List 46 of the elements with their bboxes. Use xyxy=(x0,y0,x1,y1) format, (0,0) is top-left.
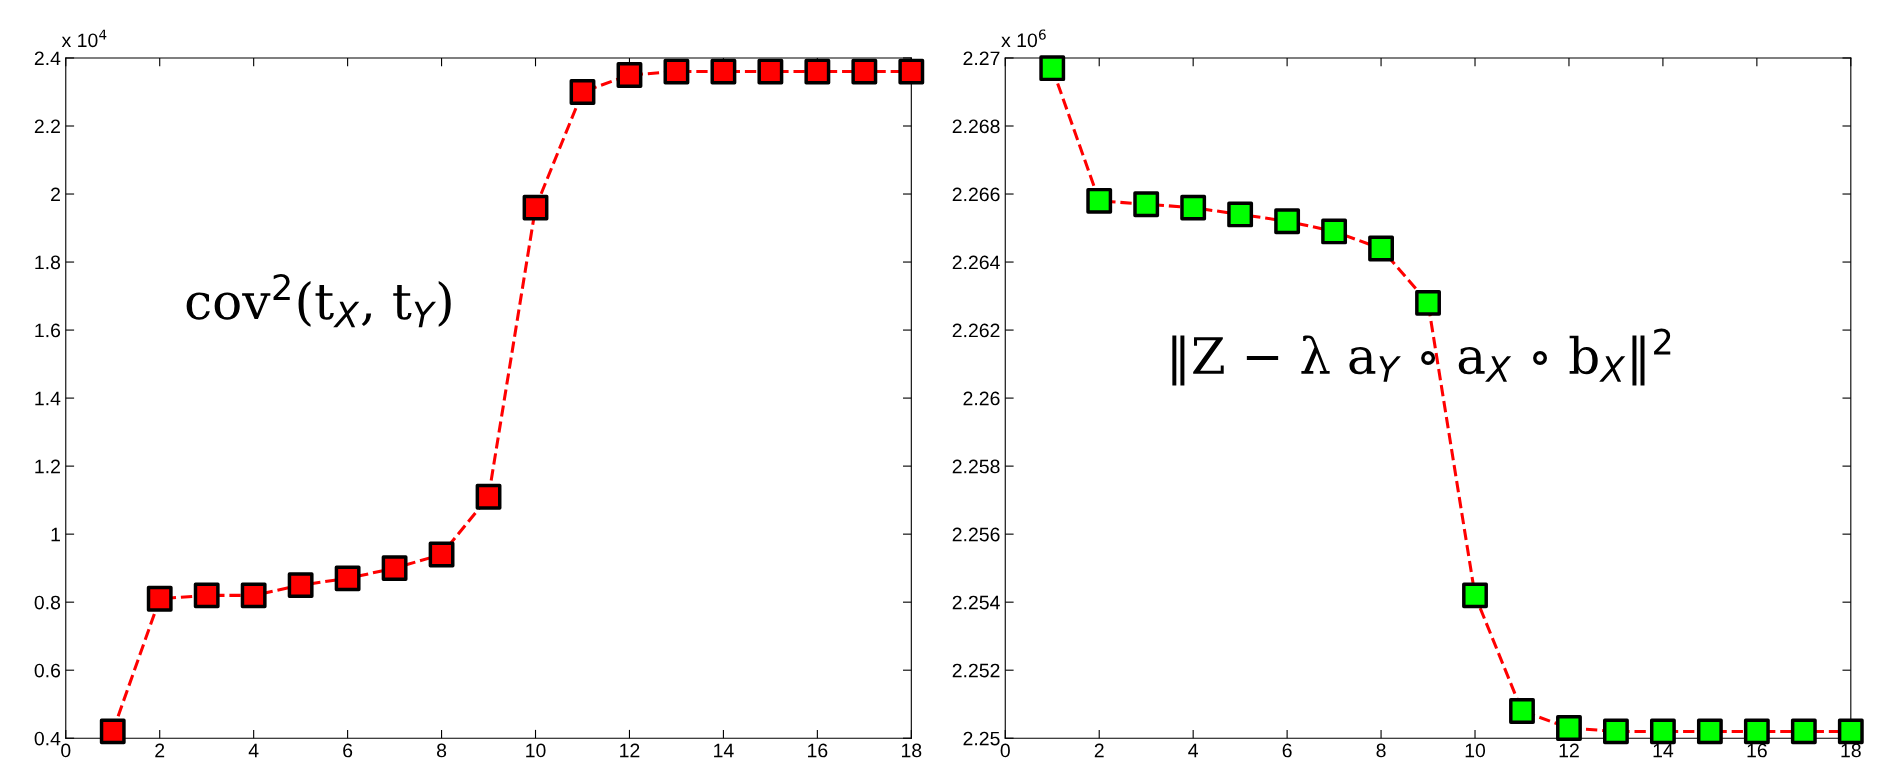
text: x 10$^{6}$ xyxy=(1001,29,1046,48)
x-tick-label: 2 xyxy=(1094,743,1104,758)
x-tick-label: 6 xyxy=(343,743,353,758)
x-tick-label: 4 xyxy=(248,743,259,758)
y-tick-label: 2.264 xyxy=(952,255,1000,270)
y-tick-label: 2.25 xyxy=(963,731,1000,746)
y-tick-label: 2.256 xyxy=(952,527,1000,542)
y-tick-label: 2.262 xyxy=(952,323,1000,338)
y-tick-label: 1 xyxy=(51,527,60,542)
y-tick-label: 2.258 xyxy=(952,459,1000,474)
x-tick-label: 14 xyxy=(714,743,734,758)
x-tick-label: 18 xyxy=(901,743,922,758)
x-tick-label: 14 xyxy=(1653,743,1674,758)
text: x 10$^{4}$ xyxy=(61,29,107,48)
y-tick-label: 2.27 xyxy=(963,51,1000,66)
y-tick-label: 1.2 xyxy=(35,459,60,474)
x-tick-label: 18 xyxy=(1841,743,1861,758)
x-tick-label: 16 xyxy=(808,743,828,758)
y-tick-label: 2.268 xyxy=(952,119,1000,134)
x-tick-label: 0 xyxy=(61,743,71,758)
x-tick-label: 0 xyxy=(1000,743,1010,758)
y-tick-label: 2.254 xyxy=(952,595,1000,610)
x-tick-label: 12 xyxy=(620,743,640,758)
x-tick-label: 2 xyxy=(155,743,165,758)
annotation: ‖Z − λ a$_{Y}$ ∘ a$_{X}$ ∘ b$_{X}$‖$^{2}$ xyxy=(1172,328,1671,386)
y-tick-label: 2 xyxy=(51,187,60,202)
y-tick-label: 2.26 xyxy=(963,391,1000,406)
y-tick-label: 2.252 xyxy=(952,663,1000,678)
y-tick-label: 1.6 xyxy=(35,323,61,338)
x-tick-label: 10 xyxy=(1465,743,1486,758)
y-tick-label: 2.266 xyxy=(952,187,1000,202)
y-tick-label: 0.8 xyxy=(34,595,61,610)
y-tick-label: 0.6 xyxy=(34,663,61,678)
annotation: cov$^{2}$(t$_{X}$, t$_{Y}$) xyxy=(186,273,451,328)
y-tick-label: 0.4 xyxy=(34,731,61,746)
x-tick-label: 8 xyxy=(1376,743,1386,758)
x-tick-label: 8 xyxy=(437,743,447,758)
y-tick-label: 2.2 xyxy=(34,119,60,134)
y-tick-label: 1.4 xyxy=(35,391,61,406)
x-tick-label: 16 xyxy=(1747,743,1767,758)
x-tick-label: 12 xyxy=(1559,743,1579,758)
y-tick-label: 1.8 xyxy=(35,255,61,270)
x-tick-label: 6 xyxy=(1282,743,1292,758)
x-tick-label: 4 xyxy=(1188,743,1198,758)
x-tick-label: 10 xyxy=(526,743,546,758)
y-tick-label: 2.4 xyxy=(34,51,61,66)
